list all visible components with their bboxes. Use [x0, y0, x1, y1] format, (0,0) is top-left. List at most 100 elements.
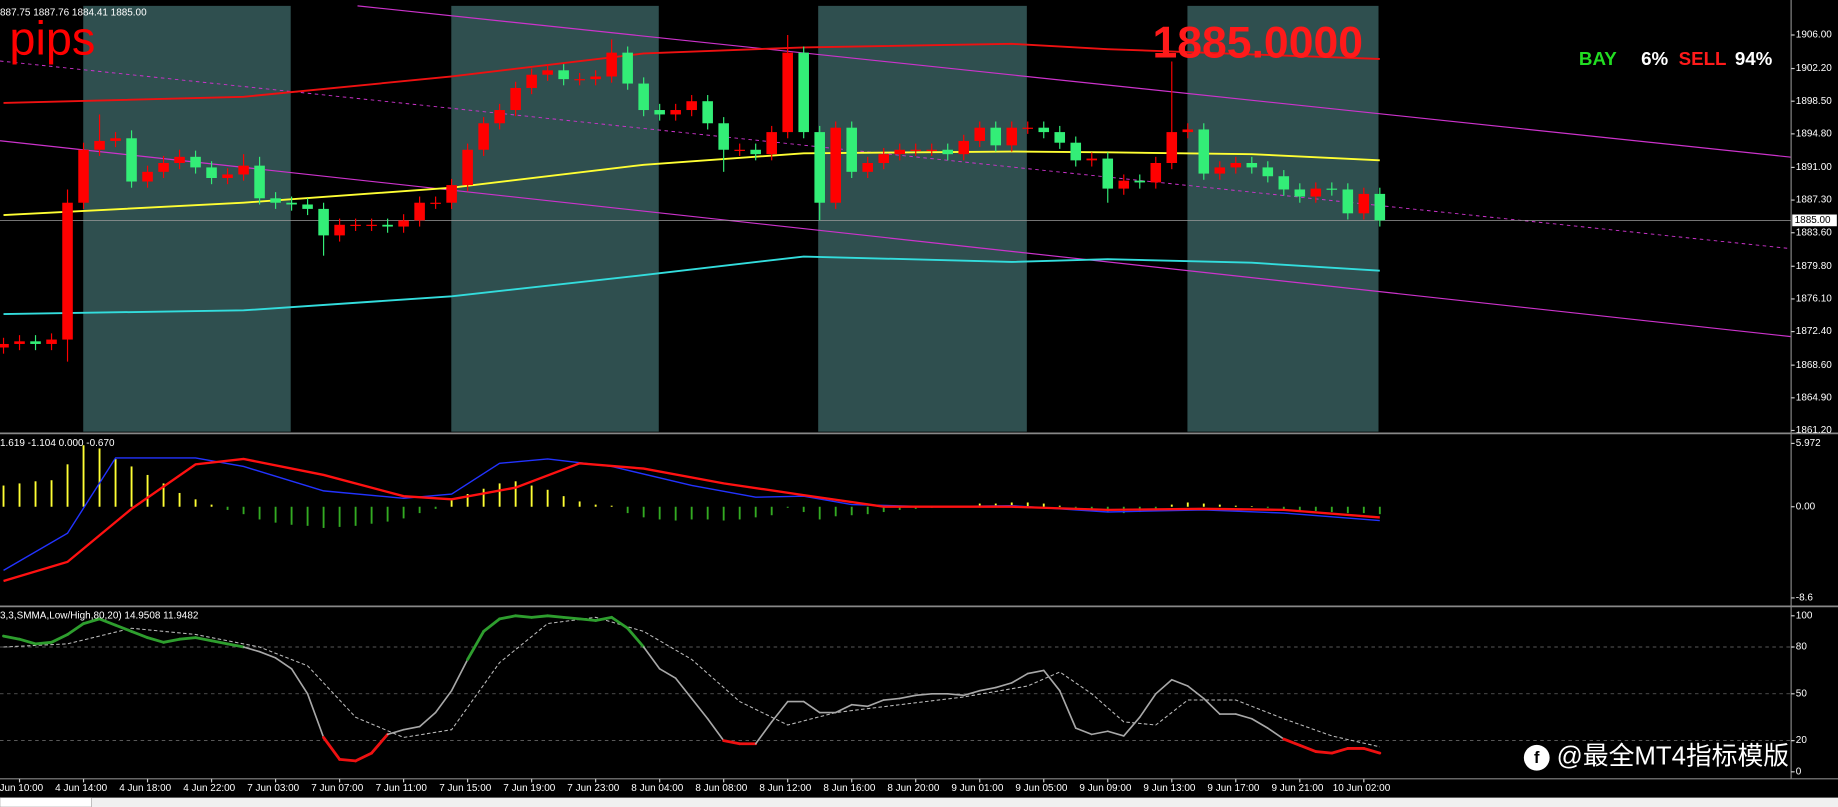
stochastic-segment — [178, 636, 197, 641]
signal-line — [3, 616, 1380, 748]
stochastic-segment — [946, 692, 965, 697]
candle-body — [1310, 188, 1322, 197]
candle-body — [622, 52, 633, 84]
y-tick-label: 1879.80 — [1796, 261, 1832, 272]
x-tick-label: 9 Jun 01:00 — [951, 783, 1003, 794]
x-tick-label: 7 Jun 11:00 — [376, 783, 428, 794]
stochastic-segment — [690, 697, 709, 720]
stochastic-segment — [450, 658, 469, 692]
candle-body — [558, 70, 569, 80]
x-tick-label: 9 Jun 17:00 — [1207, 783, 1259, 794]
indicator-header: 1.619 -1.104 0.000 -0.670 — [0, 438, 115, 449]
x-tick-label: 9 Jun 09:00 — [1079, 783, 1131, 794]
candle-body — [894, 149, 905, 155]
x-tick-label: 4 Jun 14:00 — [55, 783, 107, 794]
y-tick-label: 1891.00 — [1796, 162, 1832, 173]
candle-body — [1278, 176, 1290, 190]
price-text: 1885.0000 — [1153, 19, 1364, 68]
stochastic-segment — [978, 686, 997, 692]
stochastic-segment — [1074, 727, 1093, 736]
candle-body — [990, 127, 1002, 146]
candle-body — [366, 224, 377, 226]
candle-body — [798, 52, 809, 133]
watermark-icon — [1523, 744, 1550, 771]
stochastic-segment — [546, 614, 566, 619]
candle-body — [1326, 188, 1338, 190]
candle-body — [0, 343, 9, 348]
candle-body — [1246, 162, 1258, 168]
candle-body — [30, 341, 41, 344]
candle-body — [254, 165, 265, 199]
candle-body — [1342, 189, 1354, 214]
y-tick-label: 5.972 — [1796, 438, 1821, 449]
channel-mid-line — [0, 60, 1792, 250]
stochastic-segment — [194, 636, 213, 643]
y-tick-label: 1872.40 — [1796, 326, 1832, 337]
last-price-label: 1885.00 — [1795, 215, 1831, 226]
stochastic-segment — [1138, 692, 1157, 719]
stochastic-segment — [834, 703, 853, 714]
candle-body — [734, 149, 745, 151]
x-tick-label: 9 Jun 05:00 — [1015, 783, 1067, 794]
x-tick-label: 8 Jun 04:00 — [631, 783, 683, 794]
stochastic-segment — [226, 642, 245, 649]
stochastic-segment — [1314, 750, 1334, 755]
candle-body — [350, 224, 361, 226]
y-tick-label: 1868.60 — [1796, 360, 1832, 371]
tab[interactable] — [0, 797, 92, 807]
candle-body — [1230, 162, 1242, 168]
candle-body — [638, 83, 649, 111]
stochastic-segment — [850, 703, 869, 708]
stochastic-segment — [322, 736, 342, 761]
candle-body — [686, 101, 697, 111]
stochastic-segment — [210, 639, 229, 646]
stochastic-segment — [594, 615, 614, 622]
y-tick-label: 1861.20 — [1796, 425, 1832, 436]
candle-body — [718, 123, 729, 150]
candle-body — [670, 110, 681, 115]
sentiment-name: SELL — [1679, 48, 1727, 69]
stochastic-segment — [514, 614, 534, 619]
candle-body — [1102, 158, 1114, 189]
x-tick-label: 7 Jun 03:00 — [247, 783, 299, 794]
x-tick-label: 4 Jun 22:00 — [183, 783, 235, 794]
candle-body — [334, 224, 345, 236]
candle-body — [206, 167, 217, 179]
stochastic-segment — [578, 617, 598, 622]
x-tick-label: 7 Jun 23:00 — [567, 783, 619, 794]
candle-body — [862, 162, 873, 172]
candle-body — [414, 202, 425, 221]
candle-body — [702, 101, 713, 124]
y-tick-label: 50 — [1796, 688, 1808, 699]
candle-body — [926, 149, 937, 151]
y-tick-label: 80 — [1796, 642, 1808, 653]
candle-body — [494, 110, 505, 124]
stochastic-segment — [882, 697, 901, 701]
candle-body — [110, 138, 121, 141]
x-tick-label: 8 Jun 08:00 — [695, 783, 747, 794]
stochastic-segment — [1234, 713, 1253, 720]
candle-body — [1086, 158, 1098, 161]
candle-body — [606, 52, 617, 77]
stochastic-segment — [1122, 716, 1141, 737]
x-tick-label: 4 Jun 10:00 — [0, 783, 44, 794]
x-tick-label: 7 Jun 19:00 — [503, 783, 555, 794]
stochastic-segment — [66, 622, 85, 636]
stochastic-segment — [1154, 678, 1173, 695]
stochastic-segment — [114, 623, 133, 633]
stochastic-segment — [1298, 743, 1318, 753]
candle-body — [1166, 132, 1178, 163]
y-tick-label: 1876.10 — [1796, 294, 1832, 305]
candle-body — [1134, 180, 1146, 183]
y-tick-label: 1902.20 — [1796, 63, 1832, 74]
stochastic-segment — [802, 700, 821, 714]
stochastic-segment — [98, 617, 117, 627]
y-tick-label: -8.6 — [1796, 593, 1814, 604]
candle-body — [462, 149, 473, 186]
y-tick-label: 1864.90 — [1796, 392, 1832, 403]
candle-body — [510, 87, 521, 111]
stochastic-segment — [274, 657, 293, 670]
x-tick-label: 8 Jun 16:00 — [823, 783, 875, 794]
